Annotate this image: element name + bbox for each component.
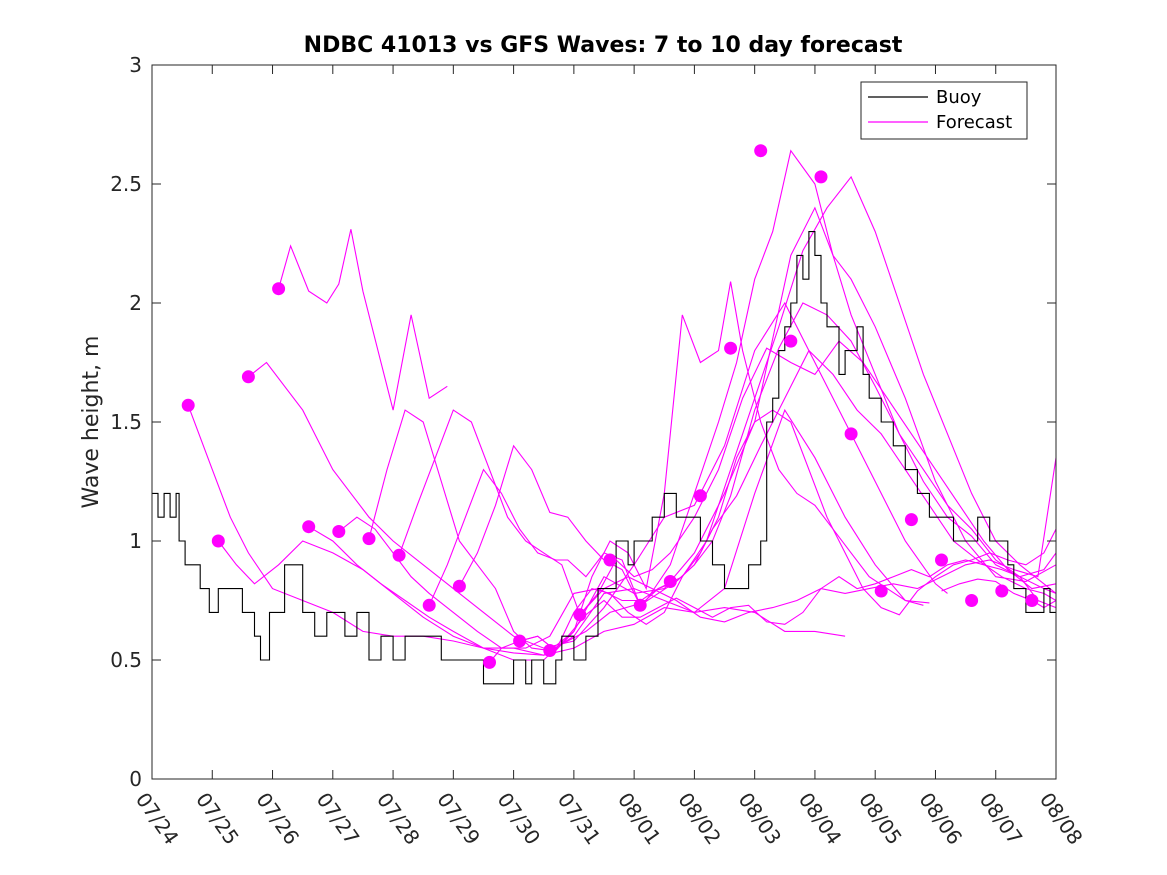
forecast-line-8 <box>398 340 1057 616</box>
forecast-marker-6 <box>332 525 346 538</box>
forecast-marker-24 <box>874 584 888 598</box>
legend-buoy-label: Buoy <box>936 87 982 108</box>
forecast-marker-25 <box>904 513 918 527</box>
forecast-marker-16 <box>633 598 647 612</box>
y-tick-label: 1 <box>129 529 142 553</box>
forecast-marker-18 <box>693 489 707 503</box>
forecast-marker-19 <box>724 341 738 355</box>
forecast-marker-1 <box>181 398 195 412</box>
chart-title: NDBC 41013 vs GFS Waves: 7 to 10 day for… <box>304 33 903 58</box>
forecast-marker-7 <box>362 532 376 546</box>
forecast-marker-4 <box>272 282 286 296</box>
forecast-marker-20 <box>754 144 768 158</box>
forecast-marker-26 <box>935 553 948 567</box>
forecast-marker-11 <box>483 655 496 669</box>
y-tick-label: 1.5 <box>110 410 142 434</box>
buoy-line <box>152 231 1056 685</box>
forecast-marker-5 <box>302 520 316 534</box>
y-tick-label: 3 <box>129 53 142 77</box>
y-tick-label: 2 <box>129 291 142 315</box>
forecast-marker-13 <box>543 644 557 657</box>
legend-box <box>860 81 1028 140</box>
forecast-marker-3 <box>241 370 255 384</box>
forecast-marker-10 <box>452 579 466 593</box>
forecast-marker-12 <box>513 634 527 648</box>
forecast-marker-15 <box>603 553 617 567</box>
forecast-marker-23 <box>844 427 858 441</box>
plot-area <box>152 144 1057 685</box>
forecast-marker-17 <box>663 575 677 588</box>
y-tick-label: 0 <box>129 767 142 791</box>
forecast-line-14 <box>579 457 1057 623</box>
forecast-marker-14 <box>573 608 587 622</box>
forecast-marker-27 <box>965 594 979 607</box>
forecast-line-10 <box>458 302 1057 607</box>
forecast-line-4 <box>278 229 448 411</box>
forecast-marker-9 <box>422 598 436 612</box>
forecast-marker-21 <box>784 334 798 348</box>
forecast-marker-29 <box>1025 594 1039 607</box>
forecast-line-5 <box>308 206 1057 661</box>
forecast-marker-22 <box>814 170 828 184</box>
legend-forecast-label: Forecast <box>936 112 1012 133</box>
forecast-marker-8 <box>392 548 406 562</box>
y-tick-label: 2.5 <box>110 172 142 196</box>
forecast-line-12 <box>519 409 1057 652</box>
forecast-marker-2 <box>211 534 225 548</box>
y-axis-label: Wave height, m <box>79 336 104 509</box>
forecast-line-13 <box>549 559 1057 651</box>
forecast-marker-28 <box>995 584 1009 598</box>
forecast-line-6 <box>338 149 1057 649</box>
forecast-line-11 <box>489 281 924 663</box>
y-tick-label: 0.5 <box>110 648 142 672</box>
legend: Buoy Forecast <box>860 81 1028 140</box>
